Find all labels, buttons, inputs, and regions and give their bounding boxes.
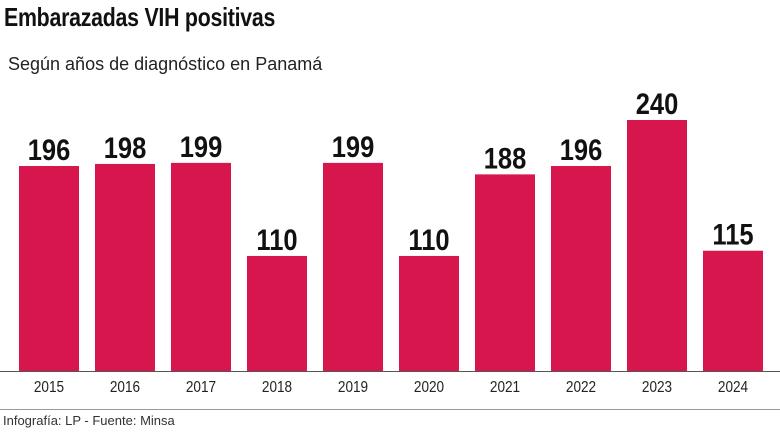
bar-2023: [627, 120, 687, 371]
bar-2020: [399, 255, 459, 371]
bar-2019: [323, 162, 383, 371]
data-label-2018: 110: [256, 223, 297, 256]
x-tick-label-2022: 2022: [566, 379, 596, 396]
bar-2016: [95, 163, 155, 371]
bar-2018: [247, 255, 307, 371]
data-label-2017: 199: [180, 130, 223, 163]
x-tick-label-2017: 2017: [186, 379, 216, 396]
bar-2024: [703, 250, 763, 371]
data-label-2024: 115: [712, 218, 753, 251]
data-label-2019: 199: [332, 130, 375, 163]
chart-title: Embarazadas VIH positivas: [4, 2, 276, 32]
data-label-2023: 240: [636, 87, 679, 120]
bar-2021: [475, 174, 535, 371]
x-tick-label-2016: 2016: [110, 379, 140, 396]
chart-subtitle: Según años de diagnóstico en Panamá: [8, 54, 323, 74]
data-label-2022: 196: [560, 133, 603, 166]
data-label-2021: 188: [484, 141, 527, 174]
bar-2022: [551, 166, 611, 371]
bar-2015: [19, 166, 79, 371]
x-tick-label-2019: 2019: [338, 379, 368, 396]
x-tick-label-2018: 2018: [262, 379, 292, 396]
x-tick-label-2015: 2015: [34, 379, 64, 396]
x-tick-label-2021: 2021: [490, 379, 520, 396]
x-tick-label-2023: 2023: [642, 379, 672, 396]
data-label-2015: 196: [28, 133, 71, 166]
data-label-2020: 110: [408, 223, 449, 256]
source-note: Infografía: LP - Fuente: Minsa: [3, 413, 175, 428]
x-tick-label-2024: 2024: [718, 379, 748, 396]
bar-2017: [171, 162, 231, 371]
data-label-2016: 198: [104, 131, 147, 164]
footer-divider: [0, 409, 780, 410]
x-tick-label-2020: 2020: [414, 379, 444, 396]
bar-chart: 196 2015 198 2016 199 2017 110 2018 199 2019 110 20…: [0, 87, 780, 396]
